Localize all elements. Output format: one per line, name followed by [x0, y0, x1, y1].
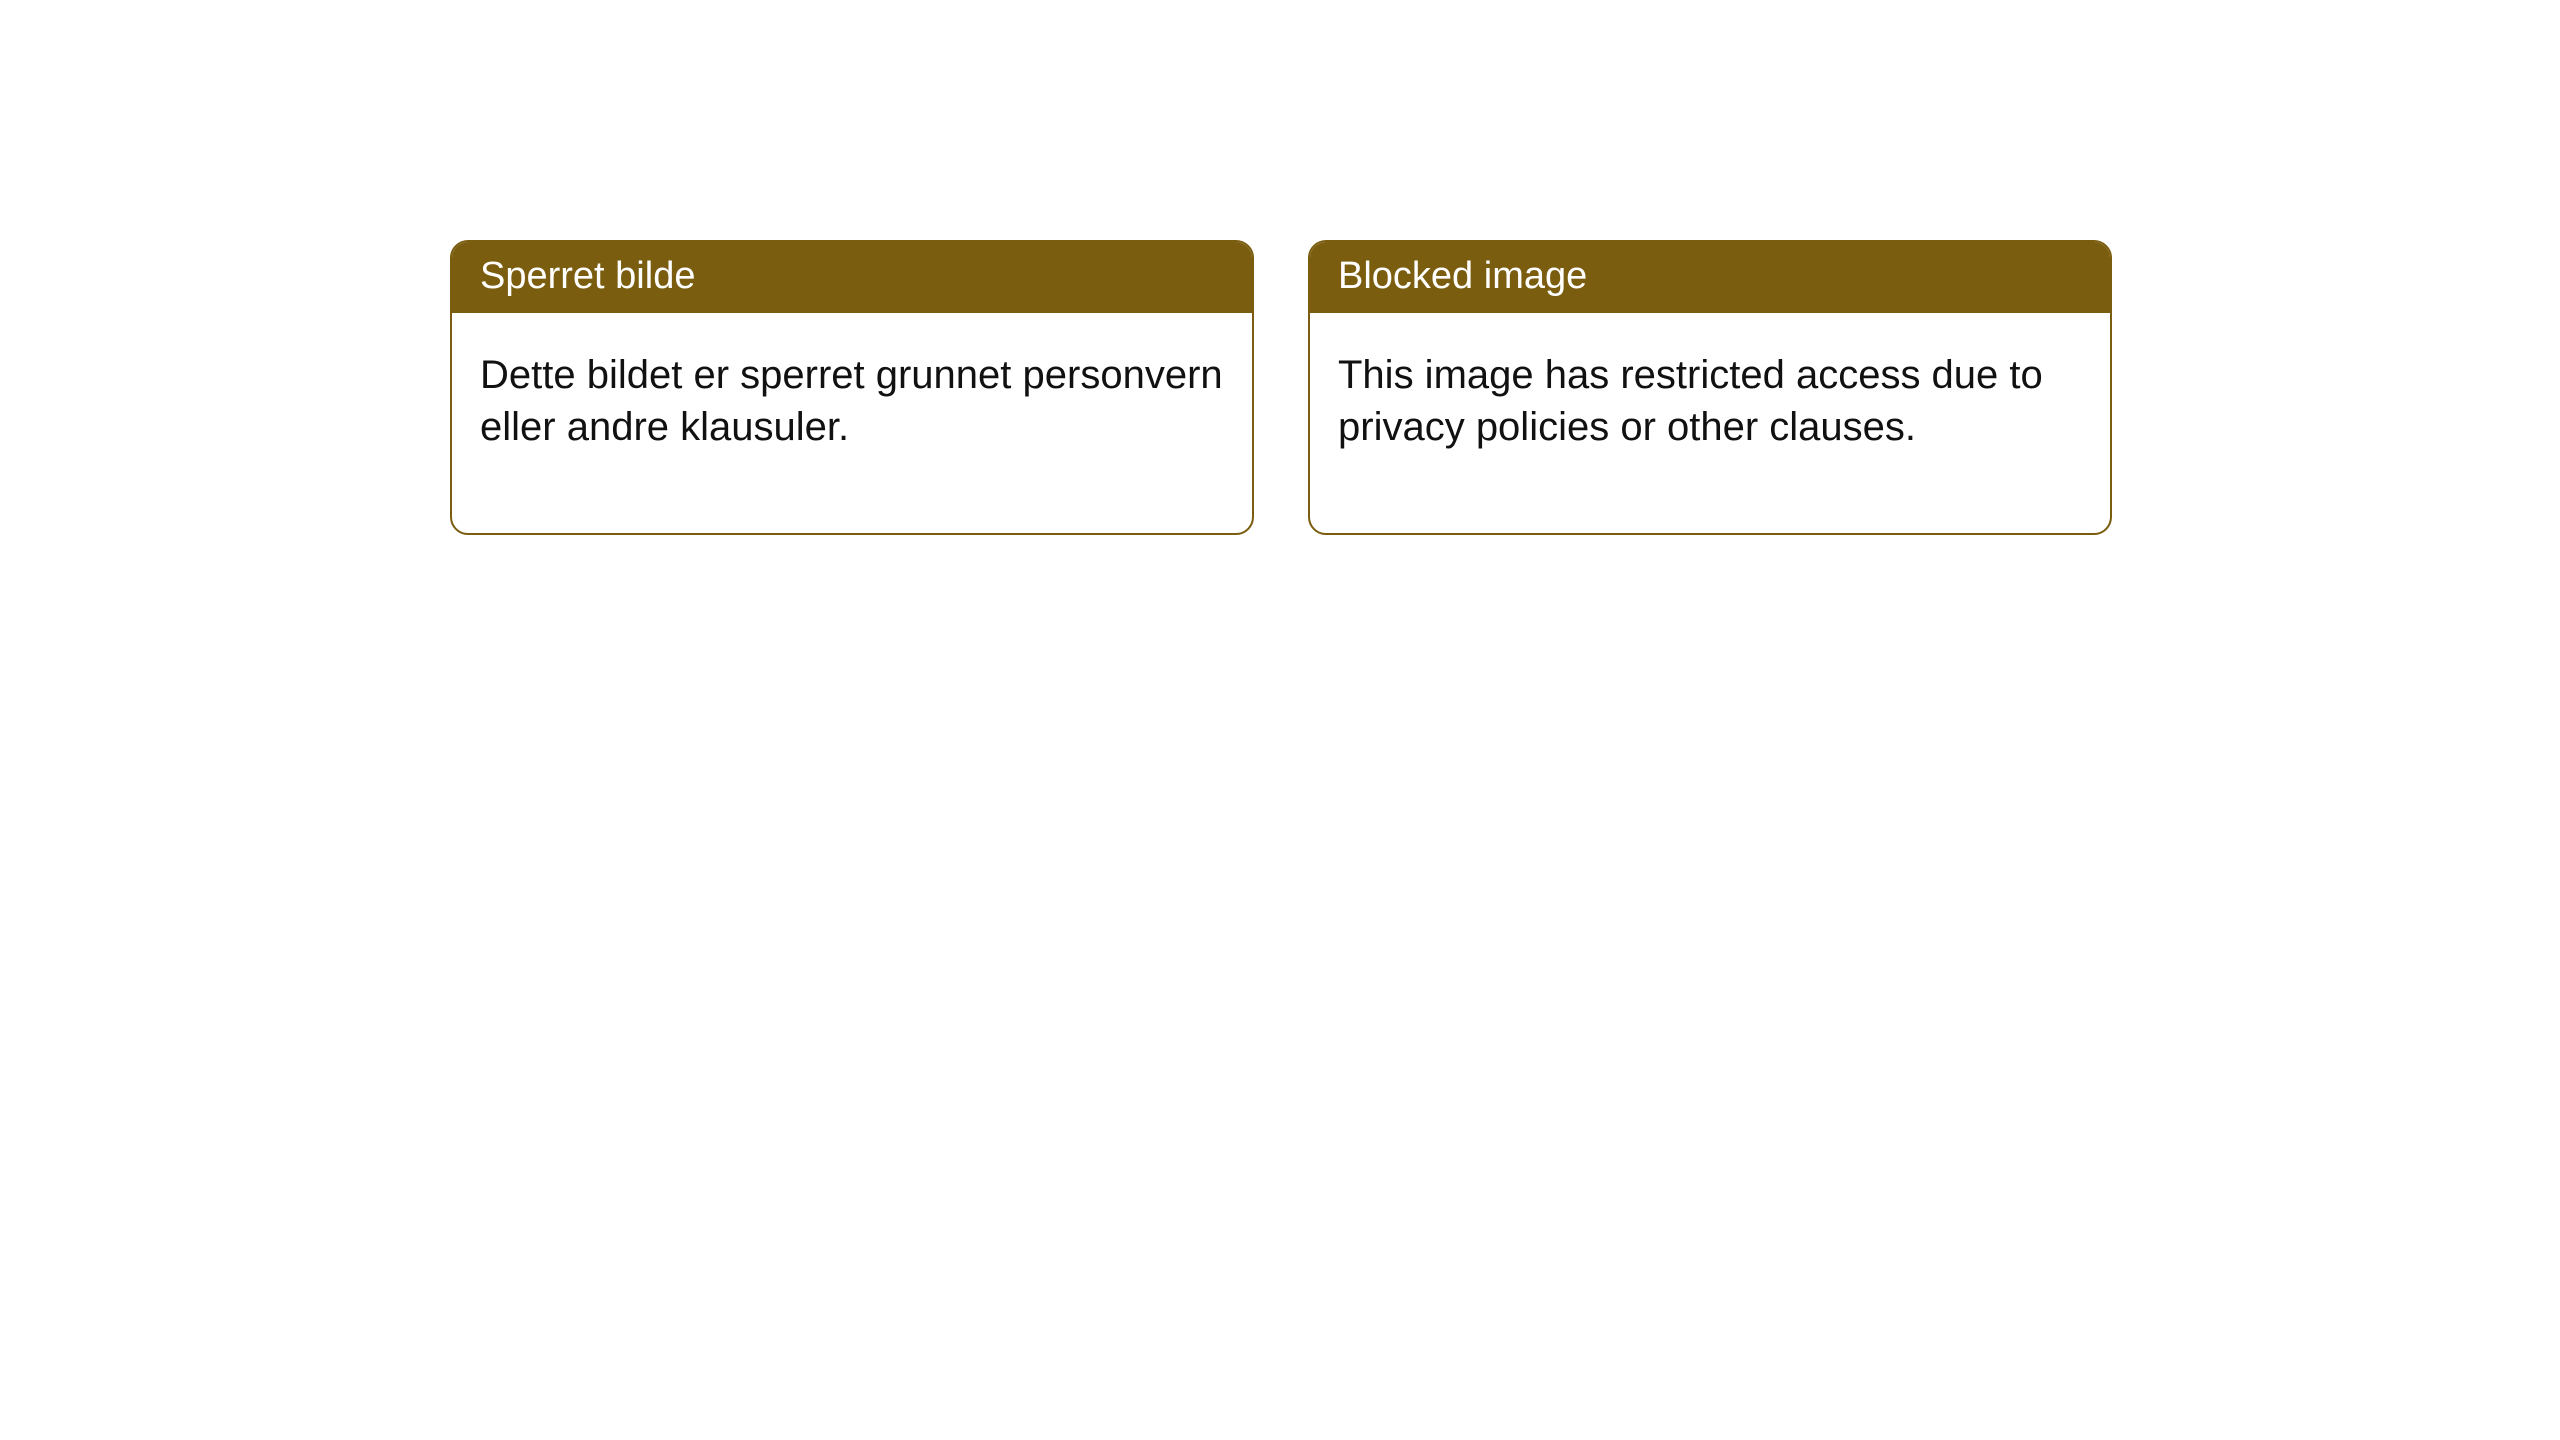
notice-body-no: Dette bildet er sperret grunnet personve… — [452, 313, 1252, 533]
notice-card-en: Blocked image This image has restricted … — [1308, 240, 2112, 535]
notice-title-no: Sperret bilde — [452, 242, 1252, 313]
notice-container: Sperret bilde Dette bildet er sperret gr… — [0, 0, 2560, 535]
notice-body-en: This image has restricted access due to … — [1310, 313, 2110, 533]
notice-title-en: Blocked image — [1310, 242, 2110, 313]
notice-card-no: Sperret bilde Dette bildet er sperret gr… — [450, 240, 1254, 535]
